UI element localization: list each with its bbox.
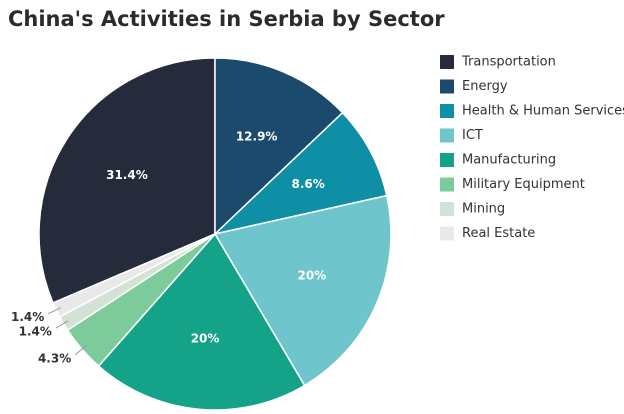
legend-swatch	[440, 104, 454, 118]
legend-label: Manufacturing	[462, 153, 556, 168]
legend-swatch	[440, 226, 454, 241]
slice-label: 8.6%	[292, 177, 325, 191]
pie-slice	[214, 57, 344, 236]
legend-swatch	[440, 128, 454, 143]
leader-line	[48, 307, 62, 315]
chart-title: China's Activities in Serbia by Sector	[8, 7, 445, 31]
legend-label: ICT	[462, 128, 483, 143]
legend-label: Transportation	[461, 55, 556, 70]
pie-slice	[213, 194, 392, 387]
slice-label: 1.4%	[11, 310, 44, 324]
legend-label: Mining	[462, 202, 505, 217]
pie-slice	[97, 232, 306, 411]
slice-label: 20%	[191, 332, 220, 346]
legend-label: Real Estate	[462, 226, 535, 241]
slice-label: 1.4%	[19, 325, 52, 339]
pie-slice	[38, 57, 216, 304]
legend-swatch	[440, 153, 454, 167]
slice-label: 4.3%	[38, 351, 71, 365]
legend-swatch	[440, 79, 454, 94]
slice-label: 31.4%	[106, 168, 148, 182]
slice-label: 20%	[298, 268, 327, 282]
leader-line	[55, 320, 69, 329]
slice-label: 12.9%	[236, 129, 278, 143]
legend-label: Health & Human Services	[462, 104, 624, 119]
leader-line	[74, 345, 87, 356]
legend-swatch	[440, 202, 454, 216]
legend-swatch	[440, 177, 454, 192]
pie-slice	[212, 111, 388, 236]
legend-label: Military Equipment	[462, 177, 585, 192]
legend-label: Energy	[462, 79, 508, 94]
legend-swatch	[440, 55, 454, 69]
